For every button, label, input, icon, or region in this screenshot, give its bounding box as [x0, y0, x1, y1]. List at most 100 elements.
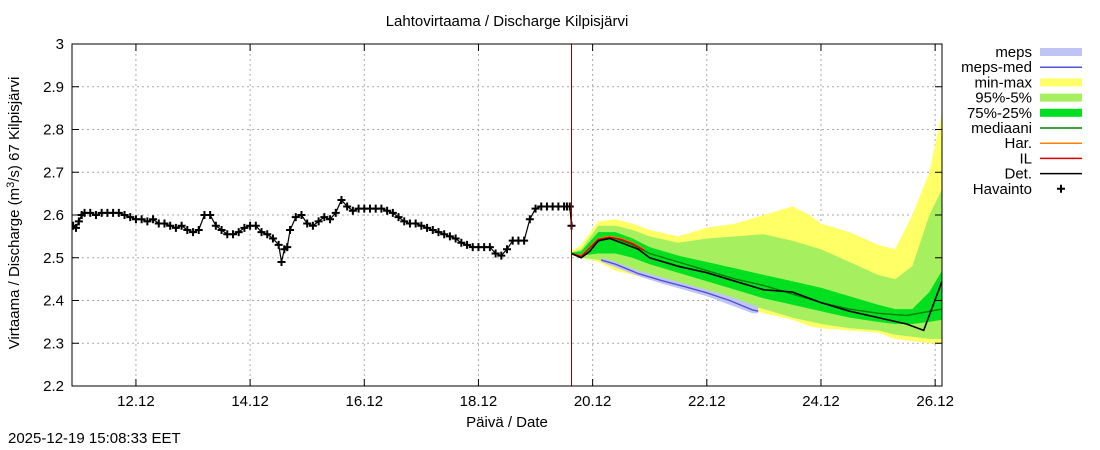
- y-tick-label: 2.5: [43, 250, 64, 267]
- observation-point: [283, 243, 292, 252]
- observations: [72, 196, 576, 267]
- observation-point: [337, 196, 346, 205]
- observation-point: [531, 204, 540, 213]
- observation-point: [166, 221, 175, 230]
- observation-point: [126, 213, 135, 222]
- series-lines: [571, 235, 942, 332]
- observation-point: [72, 223, 80, 232]
- observation-point: [411, 219, 420, 228]
- observation-point: [297, 211, 306, 219]
- legend-swatch-95-5: [1040, 93, 1082, 102]
- legend-swatch-meps: [1040, 48, 1082, 56]
- observation-point: [211, 221, 220, 230]
- x-tick-label: 18.12: [460, 393, 498, 410]
- legend-swatch-min-max: [1040, 78, 1082, 87]
- observation-point: [291, 213, 300, 222]
- observation-point: [183, 225, 192, 234]
- observation-point: [251, 221, 260, 230]
- observation-point: [440, 230, 449, 239]
- observation-point: [286, 225, 295, 234]
- observation-point: [74, 217, 83, 226]
- legend-label-il: IL: [1019, 150, 1032, 167]
- observation-point: [114, 208, 123, 217]
- y-axis-label: Virtaama / Discharge (m3/s) 67 Kilpisjär…: [5, 77, 23, 350]
- observation-point: [240, 223, 249, 232]
- observation-point: [268, 234, 277, 243]
- legend: mepsmeps-medmin-max95%-5%75%-25%mediaani…: [961, 44, 1082, 198]
- observation-point: [263, 230, 272, 239]
- observation-point: [86, 208, 95, 217]
- x-tick-label: 20.12: [574, 393, 612, 410]
- observation-point: [383, 206, 392, 215]
- x-tick-label: 12.12: [117, 393, 155, 410]
- legend-label-har: Har.: [1004, 135, 1032, 152]
- legend-label-det: Det.: [1004, 166, 1032, 183]
- x-tick-label: 24.12: [802, 393, 840, 410]
- series-line-meps-med: [600, 259, 759, 312]
- observation-point: [91, 211, 100, 219]
- observation-point: [491, 249, 500, 258]
- observation-point: [377, 204, 386, 213]
- observation-point: [520, 236, 529, 245]
- y-tick-label: 2.9: [43, 79, 64, 96]
- legend-swatch-havainto: [1057, 184, 1065, 193]
- observation-point: [497, 251, 506, 260]
- y-tick-label: 2.8: [43, 122, 64, 139]
- grid: [72, 44, 942, 386]
- observation-point: [394, 213, 403, 222]
- band-75-25: [571, 232, 942, 324]
- observation-point: [485, 243, 494, 252]
- observation-point: [331, 208, 340, 217]
- y-tick-label: 2.2: [43, 378, 64, 395]
- observation-point: [171, 223, 180, 232]
- observation-point: [428, 225, 437, 234]
- x-tick-label: 16.12: [346, 393, 384, 410]
- axis-ticks: 2.2 2.3 2.4 2.5 2.6 2.7 2.8 2.9 3 12.12 14.12 16.12…: [43, 36, 954, 410]
- legend-swatch-75-25: [1040, 108, 1082, 117]
- observation-point: [189, 228, 198, 237]
- timestamp: 2025-12-19 15:08:33 EET: [8, 430, 181, 447]
- observation-point: [417, 221, 426, 230]
- bands: [571, 112, 942, 344]
- observation-point: [343, 202, 352, 211]
- observation-point: [217, 225, 226, 234]
- observation-point: [320, 213, 329, 222]
- observation-point: [457, 238, 466, 247]
- observation-point: [423, 223, 432, 232]
- observation-point: [525, 215, 534, 224]
- observation-point: [160, 219, 169, 228]
- observation-point: [120, 211, 129, 219]
- observation-point: [434, 228, 443, 237]
- observation-point: [149, 215, 158, 224]
- observation-point: [143, 217, 152, 226]
- observation-point: [314, 217, 323, 226]
- observation-point: [303, 219, 312, 228]
- chart-title: Lahtovirtaama / Discharge Kilpisjärvi: [386, 13, 629, 30]
- observation-point: [348, 206, 357, 215]
- observation-point: [257, 228, 266, 237]
- observation-point: [194, 225, 203, 234]
- observation-point: [277, 258, 286, 267]
- observation-point: [177, 221, 186, 230]
- legend-label-meps-med: meps-med: [961, 59, 1032, 76]
- legend-label-meps: meps: [995, 44, 1032, 61]
- observation-point: [503, 245, 511, 254]
- x-tick-label: 22.12: [688, 393, 726, 410]
- y-tick-label: 2.6: [43, 207, 64, 224]
- observation-point: [451, 234, 460, 243]
- y-tick-label: 2.3: [43, 335, 64, 352]
- observation-point: [388, 208, 397, 217]
- observation-point: [565, 202, 574, 211]
- observation-line: [72, 198, 573, 263]
- observation-point: [137, 215, 146, 224]
- series-line-il: [571, 236, 645, 258]
- y-tick-label: 3: [56, 36, 64, 53]
- y-tick-label: 2.7: [43, 164, 64, 181]
- legend-label-75-25: 75%-25%: [967, 105, 1032, 122]
- legend-label-havainto: Havainto: [973, 181, 1032, 198]
- y-tick-label: 2.4: [43, 293, 64, 310]
- observation-point: [308, 221, 317, 230]
- x-axis-label: Päivä / Date: [466, 414, 548, 431]
- observation-point: [228, 230, 237, 239]
